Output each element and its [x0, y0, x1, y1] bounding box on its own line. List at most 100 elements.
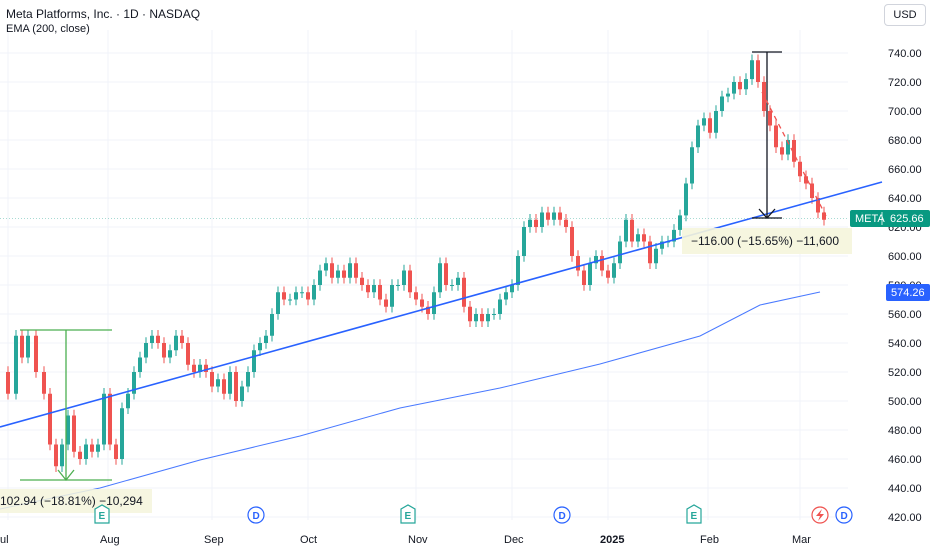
price-tick-label: 460.00 — [888, 454, 922, 466]
candle — [144, 337, 148, 364]
candle — [312, 279, 316, 306]
candle — [162, 337, 166, 364]
time-axis[interactable]: ul Aug Sep Oct Nov Dec 2025 Feb Mar — [0, 534, 811, 546]
candle — [14, 329, 18, 400]
chart-title: Meta Platforms, Inc. · 1D · NASDAQ — [6, 7, 201, 21]
time-tick-label: Mar — [792, 534, 811, 546]
candle — [270, 308, 274, 342]
candle — [630, 213, 634, 248]
candle — [90, 438, 94, 458]
candle — [744, 73, 748, 96]
price-tick-label: 740.00 — [888, 48, 922, 60]
candle — [366, 279, 370, 299]
candle — [396, 279, 400, 291]
candle — [690, 141, 694, 190]
dividend-marker[interactable]: D — [835, 506, 853, 524]
flash-icon[interactable] — [811, 506, 829, 524]
candle — [774, 119, 778, 154]
candle — [618, 235, 622, 270]
candle — [546, 206, 550, 226]
candle — [450, 279, 454, 291]
candle — [582, 264, 586, 291]
candle — [576, 250, 580, 277]
candle — [702, 112, 706, 132]
candle — [42, 366, 46, 400]
price-tick-label: 660.00 — [888, 164, 922, 176]
currency-button[interactable]: USD — [884, 4, 926, 26]
candle — [222, 373, 226, 400]
price-tick-label: 500.00 — [888, 396, 922, 408]
candle — [34, 329, 38, 378]
candle — [642, 228, 646, 248]
svg-text:D: D — [559, 511, 566, 522]
candle — [180, 329, 184, 349]
candle — [564, 213, 568, 233]
measure-label-left-bg — [0, 489, 152, 513]
indicator-legend[interactable]: EMA (200, close) — [6, 23, 90, 35]
candle — [234, 366, 238, 407]
candle — [720, 90, 724, 117]
candle — [558, 206, 562, 226]
candle — [786, 134, 790, 161]
svg-text:D: D — [841, 511, 848, 522]
dividend-marker[interactable]: D — [553, 506, 571, 524]
dividend-marker[interactable]: D — [247, 506, 265, 524]
candle — [540, 206, 544, 233]
candle — [486, 308, 490, 328]
candle — [186, 337, 190, 371]
candle — [672, 224, 676, 248]
candle — [168, 344, 172, 364]
candle — [456, 271, 460, 291]
candle — [468, 300, 472, 328]
earnings-marker[interactable]: E — [400, 504, 416, 524]
price-tick-label: 720.00 — [888, 77, 922, 89]
candle — [438, 257, 442, 299]
candle — [444, 257, 448, 291]
candle — [654, 242, 658, 270]
candle — [276, 286, 280, 320]
measure-tool-right[interactable]: −116.00 (−15.65%) −11,600 — [682, 51, 852, 254]
svg-text:E: E — [405, 511, 412, 522]
candle — [534, 213, 538, 233]
candle — [390, 279, 394, 313]
candle — [378, 279, 382, 306]
candle — [606, 264, 610, 284]
measure-label-left: 102.94 (−18.81%) −10,294 — [0, 494, 143, 508]
measure-tool-left[interactable]: 102.94 (−18.81%) −10,294 — [0, 329, 152, 513]
current-price-tag: META 625.66 — [850, 210, 930, 227]
candle — [780, 141, 784, 161]
candle — [474, 308, 478, 328]
candle — [282, 286, 286, 306]
earnings-marker[interactable]: E — [94, 504, 110, 524]
candle — [300, 286, 304, 299]
candle — [318, 264, 322, 291]
price-tick-label: 700.00 — [888, 106, 922, 118]
price-tag-symbol: META — [855, 213, 885, 225]
candle — [294, 286, 298, 306]
candle — [156, 329, 160, 349]
measure-label-right: −116.00 (−15.65%) −11,600 — [691, 234, 839, 248]
candle — [708, 112, 712, 139]
candle — [138, 351, 142, 378]
candle — [252, 344, 256, 378]
price-tag-value: 625.66 — [890, 213, 924, 225]
price-tick-label: 540.00 — [888, 338, 922, 350]
candle — [132, 366, 136, 400]
candle — [48, 387, 52, 451]
candle — [384, 293, 388, 313]
price-tick-label: 640.00 — [888, 193, 922, 205]
svg-text:E: E — [691, 511, 698, 522]
candle — [246, 366, 250, 393]
trendline[interactable] — [0, 181, 883, 428]
candle — [66, 409, 70, 451]
candle — [192, 358, 196, 378]
candle — [126, 387, 130, 415]
candle — [60, 438, 64, 473]
earnings-marker[interactable]: E — [686, 504, 702, 524]
candle — [72, 409, 76, 458]
candle — [216, 373, 220, 393]
price-tick-label: 420.00 — [888, 512, 922, 524]
candle — [624, 213, 628, 248]
